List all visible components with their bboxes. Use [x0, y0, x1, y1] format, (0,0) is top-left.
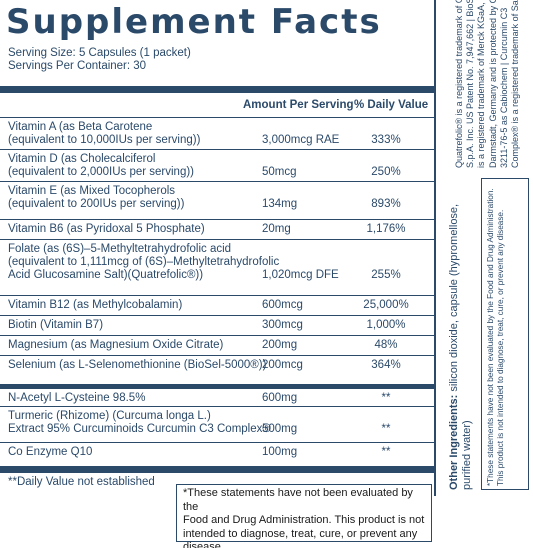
nutrient-name: Biotin (Vitamin B7)	[8, 319, 103, 332]
nutrient-row: Biotin (Vitamin B7) 300mcg 1,000%	[0, 315, 434, 335]
nutrient-name-line: (equivalent to 200IUs per serving))	[8, 198, 185, 210]
nutrient-name: Vitamin E (as Mixed Tocopherols (equivale…	[8, 185, 184, 211]
panel-title: Supplement Facts	[6, 2, 382, 42]
side-disclaimer-line: This product is not intended to diagnose…	[496, 209, 505, 486]
supplement-facts-panel: Supplement Facts Serving Size: 5 Capsule…	[0, 0, 436, 496]
nutrient-row: N-Acetyl L-Cysteine 98.5% 600mg **	[0, 384, 434, 406]
nutrient-name-line: (equivalent to 10,000IUs per serving))	[8, 134, 201, 146]
nutrient-name-line: Folate (as (6S)–5-Methyltetrahydrofolic …	[8, 243, 232, 255]
other-ingredients-line: purified water)	[461, 420, 473, 490]
nutrient-amount: 300mcg	[262, 319, 303, 331]
trademark-line: Darmstadt, Germany and is protected by C…	[487, 0, 498, 168]
nutrient-row: Folate (as (6S)–5-Methyltetrahydrofolic …	[0, 239, 434, 295]
nutrient-row: Vitamin A (as Beta Carotene (equivalent t…	[0, 117, 434, 149]
nutrient-name: Vitamin A (as Beta Carotene (equivalent t…	[8, 121, 200, 147]
nutrient-name-line: Vitamin B6 (as Pyridoxal 5 Phosphate)	[8, 223, 205, 235]
nutrient-amount: 20mg	[262, 223, 291, 235]
trademark-notice: Quatrefolic® is a registered trademark o…	[454, 0, 521, 168]
nutrient-daily-value: 48%	[374, 339, 398, 351]
nutrient-name-line: (equivalent to 1,111mcg of (6S)–Methylte…	[8, 256, 280, 268]
nutrient-daily-value: 25,000%	[363, 299, 409, 311]
nutrient-amount: 600mcg	[262, 299, 303, 311]
thick-rule-top	[0, 86, 434, 93]
nutrient-name: Vitamin D (as Cholecalciferol (equivalent…	[8, 153, 194, 179]
nutrient-daily-value: **	[381, 423, 391, 435]
fda-disclaimer-box: *These statements have not been evaluate…	[176, 484, 432, 548]
other-ingredients: Other Ingredients: silicon dioxide, caps…	[448, 204, 474, 490]
trademark-line: is a registered trademark of Merck KGaA,	[476, 2, 487, 168]
trademark-line: Quatrefolic® is a registered trademark o…	[454, 0, 464, 168]
header-daily-value: % Daily Value	[354, 99, 429, 111]
nutrient-name-line: Vitamin D (as Cholecalciferol	[8, 153, 156, 165]
nutrient-amount: 3,000mcg RAE	[262, 134, 340, 146]
nutrient-name-line: Vitamin E (as Mixed Tocopherols	[8, 185, 176, 197]
nutrient-row: Co Enzyme Q10 100mg **	[0, 442, 434, 460]
header-amount: Amount Per Serving	[243, 99, 354, 111]
nutrient-amount: 100mg	[262, 446, 298, 458]
nutrient-amount: 200mcg	[262, 359, 303, 371]
nutrient-daily-value: 250%	[371, 166, 401, 178]
disclaimer-line: *These statements have not been evaluate…	[183, 487, 413, 513]
servings-per-container: Servings Per Container: 30	[8, 60, 147, 72]
trademark-line: S.p.A. Inc. US Patent No. 7,947,662 | Bi…	[465, 0, 476, 168]
thick-rule-bottom	[0, 466, 434, 473]
nutrient-name: Turmeric (Rhizome) (Curcuma longa L.) Ext…	[8, 410, 271, 436]
nutrient-row: Magnesium (as Magnesium Oxide Citrate) 20…	[0, 335, 434, 355]
nutrient-daily-value: 364%	[371, 359, 401, 371]
nutrient-amount: 1,020mcg DFE	[262, 269, 339, 281]
nutrient-name-line: Turmeric (Rhizome) (Curcuma longa L.)	[8, 410, 211, 422]
daily-value-footnote: **Daily Value not established	[8, 476, 155, 488]
nutrient-name-line: Biotin (Vitamin B7)	[8, 319, 104, 331]
nutrient-name-line: Co Enzyme Q10	[8, 446, 93, 458]
nutrient-name-line: Extract 95% Curcuminoids Curcumin C3 Com…	[8, 423, 271, 435]
nutrient-row: Vitamin E (as Mixed Tocopherols (equivale…	[0, 181, 434, 219]
nutrient-row: Vitamin B6 (as Pyridoxal 5 Phosphate) 20m…	[0, 219, 434, 239]
nutrient-name-line: Vitamin B12 (as Methylcobalamin)	[8, 299, 183, 311]
nutrient-name: Folate (as (6S)–5-Methyltetrahydrofolic …	[8, 243, 279, 282]
nutrient-amount: 134mg	[262, 198, 298, 210]
nutrient-daily-value: 255%	[371, 269, 401, 281]
nutrient-amount: 500mg	[262, 423, 298, 435]
trademark-line: Complex® is a registered trademark of Sa…	[510, 0, 521, 168]
nutrient-name: N-Acetyl L-Cysteine 98.5%	[8, 392, 145, 405]
nutrient-name-line: N-Acetyl L-Cysteine 98.5%	[8, 392, 146, 404]
side-disclaimer: *These statements have not been evaluate…	[486, 188, 506, 486]
nutrient-daily-value: **	[381, 392, 391, 404]
disclaimer-line: Food and Drug Administration. This produ…	[183, 514, 425, 526]
side-disclaimer-box	[481, 178, 529, 490]
nutrient-name: Magnesium (as Magnesium Oxide Citrate)	[8, 339, 223, 352]
nutrient-name-line: (equivalent to 2,000IUs per serving))	[8, 166, 195, 178]
nutrient-daily-value: 1,000%	[366, 319, 406, 331]
nutrient-row: Vitamin D (as Cholecalciferol (equivalent…	[0, 149, 434, 181]
disclaimer-line: intended to diagnose, treat, cure, or pr…	[183, 527, 418, 548]
nutrient-amount: 200mg	[262, 339, 298, 351]
nutrient-amount: 600mg	[262, 392, 298, 404]
nutrient-daily-value: 333%	[371, 134, 401, 146]
nutrient-daily-value: 893%	[371, 198, 401, 210]
trademark-line: 3211-76-5 as Cabiochem | Curcumin C3	[498, 7, 509, 168]
nutrient-name: Selenium (as L-Selenomethionine (BioSel-…	[8, 359, 266, 372]
nutrient-amount: 50mcg	[262, 166, 297, 178]
side-disclaimer-line: *These statements have not been evaluate…	[486, 188, 495, 486]
nutrient-row: Vitamin B12 (as Methylcobalamin) 600mcg 25…	[0, 295, 434, 315]
nutrient-name: Co Enzyme Q10	[8, 446, 92, 459]
serving-size: Serving Size: 5 Capsules (1 packet)	[8, 47, 191, 59]
other-ingredients-line: silicon dioxide, capsule (hypromellose,	[448, 203, 460, 392]
nutrient-name-line: Selenium (as L-Selenomethionine (BioSel-…	[8, 359, 267, 371]
nutrient-daily-value: 1,176%	[366, 223, 406, 235]
nutrient-name-line: Acid Glucosamine Salt)(Quatrefolic®))	[8, 269, 204, 281]
nutrient-row: Selenium (as L-Selenomethionine (BioSel-…	[0, 355, 434, 377]
other-ingredients-label: Other Ingredients:	[448, 394, 460, 490]
nutrient-name-line: Vitamin A (as Beta Carotene	[8, 121, 153, 133]
nutrient-name: Vitamin B6 (as Pyridoxal 5 Phosphate)	[8, 223, 205, 236]
nutrient-name-line: Magnesium (as Magnesium Oxide Citrate)	[8, 339, 224, 351]
nutrient-daily-value: **	[381, 446, 391, 458]
nutrient-row: Turmeric (Rhizome) (Curcuma longa L.) Ext…	[0, 406, 434, 442]
nutrient-name: Vitamin B12 (as Methylcobalamin)	[8, 299, 182, 312]
